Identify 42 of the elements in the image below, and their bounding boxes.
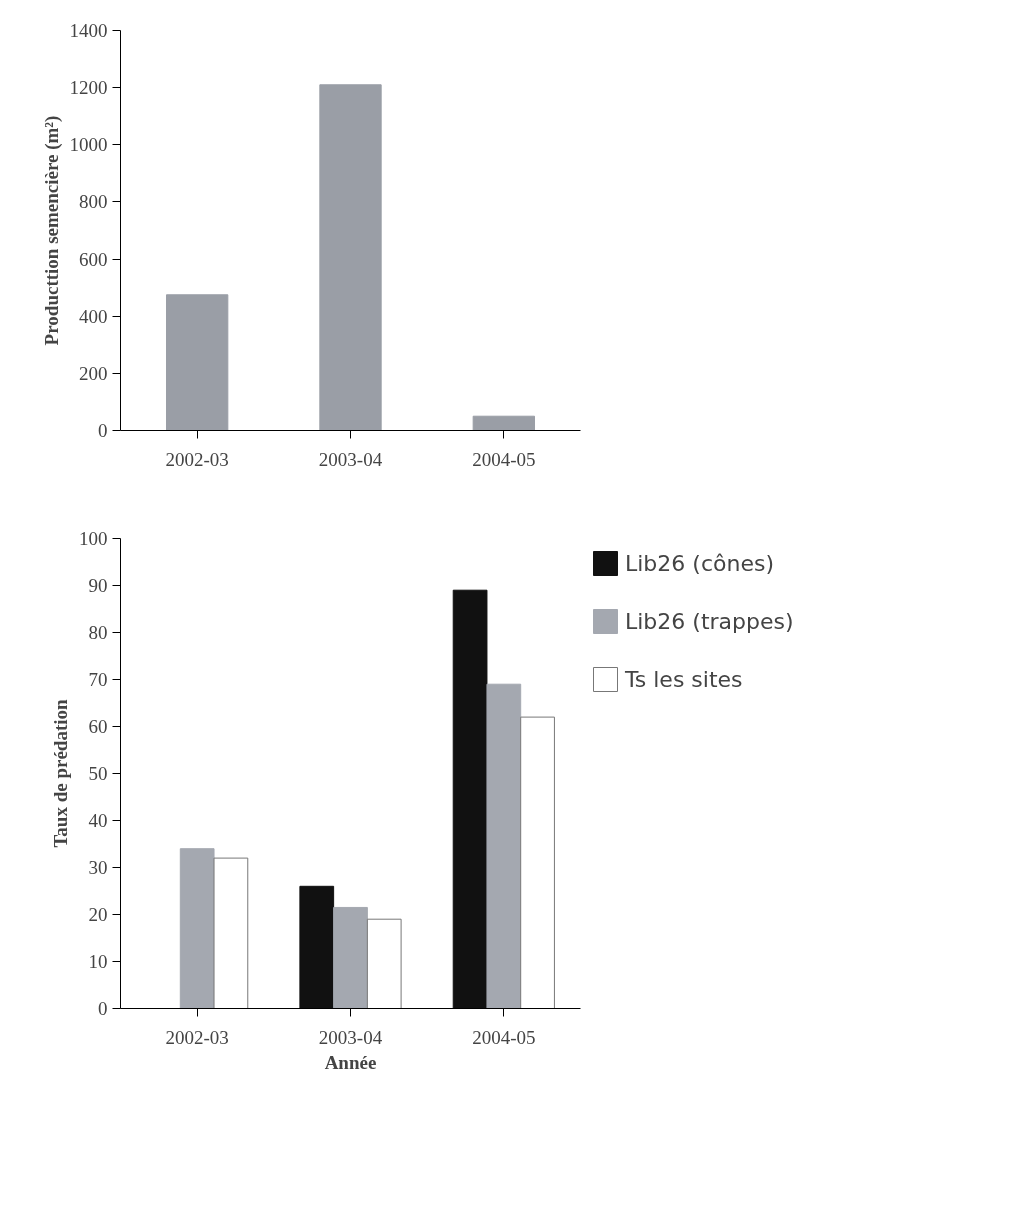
x-tick-label: 2002-03 [165, 1026, 229, 1048]
y-axis-title: Taux de prédation [50, 698, 71, 848]
y-tick-label: 20 [88, 904, 108, 925]
bar [486, 683, 522, 1009]
y-tick-label: 40 [88, 810, 108, 831]
bar [520, 716, 555, 1009]
y-tick-label: 1400 [69, 20, 108, 41]
y-axis-title: Producttion semencière (m²) [40, 115, 63, 346]
y-tick-label: 0 [98, 998, 108, 1019]
y-tick-label: 70 [88, 669, 108, 690]
bar [333, 906, 368, 1009]
y-tick-label: 90 [88, 575, 108, 596]
y-tick-label: 800 [79, 191, 108, 213]
y-tick-label: 200 [79, 362, 108, 384]
y-tick-label: 400 [79, 305, 108, 327]
bar [213, 857, 249, 1009]
bar [166, 294, 229, 431]
y-tick-label: 0 [98, 420, 108, 441]
x-tick-label: 2003-04 [318, 448, 383, 470]
bar [452, 589, 488, 1009]
bar [472, 415, 535, 431]
y-tick-label: 80 [88, 622, 108, 643]
x-tick-label: 2002-03 [165, 448, 229, 470]
x-tick-label: 2003-04 [318, 1026, 383, 1048]
y-tick-label: 30 [88, 857, 108, 878]
legend-label: Lib26 (cônes) [625, 550, 774, 576]
y-tick-label: 1200 [69, 77, 108, 99]
legend-label: Ts les sites [625, 666, 743, 692]
y-tick-label: 600 [79, 248, 108, 270]
bar [319, 84, 382, 431]
y-tick-label: 1000 [69, 134, 108, 156]
legend-label: Lib26 (trappes) [625, 608, 794, 634]
y-tick-label: 10 [88, 951, 108, 972]
y-tick-label: 60 [88, 716, 108, 737]
y-tick-label: 100 [79, 528, 108, 549]
x-tick-label: 2004-05 [472, 1026, 536, 1048]
y-tick-label: 50 [88, 763, 108, 784]
bar [299, 885, 335, 1009]
x-axis-title: Année [324, 1051, 377, 1073]
bar [179, 848, 215, 1009]
x-tick-label: 2004-05 [472, 448, 536, 470]
bar [366, 918, 402, 1009]
